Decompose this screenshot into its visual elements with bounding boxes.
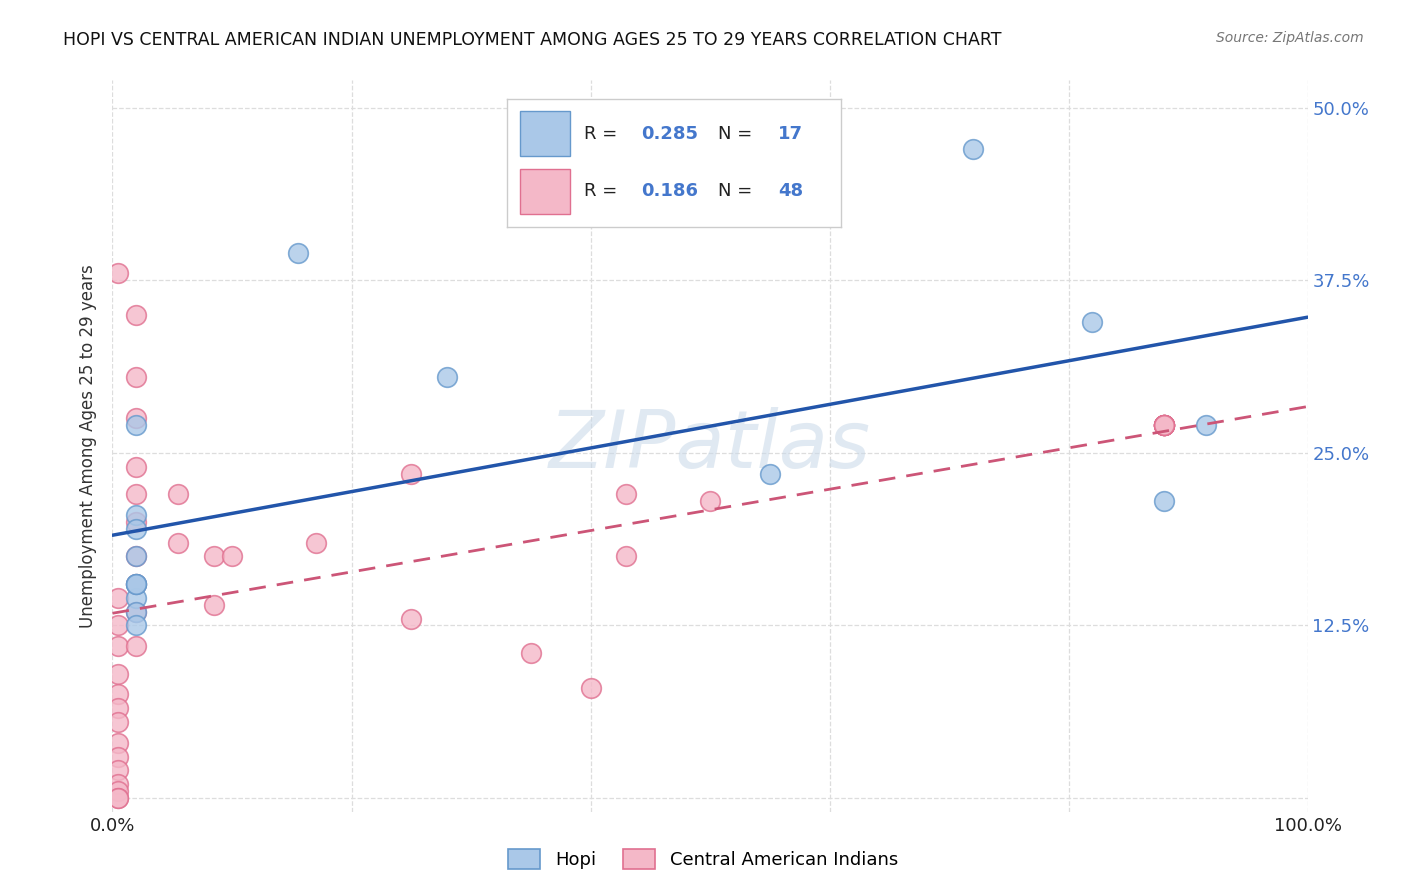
Y-axis label: Unemployment Among Ages 25 to 29 years: Unemployment Among Ages 25 to 29 years [79,264,97,628]
Point [107,687,129,701]
Point [579,681,602,695]
Point [107,764,129,778]
Point [125,411,148,425]
Point [107,639,129,653]
Point [125,549,148,564]
Point [107,777,129,791]
Point [401,611,423,625]
Point [1153,418,1175,433]
Text: Source: ZipAtlas.com: Source: ZipAtlas.com [1216,31,1364,45]
Point [125,639,148,653]
Point [1195,418,1218,433]
Point [107,267,129,281]
Point [107,591,129,605]
Point [1153,418,1175,433]
Legend: Hopi, Central American Indians: Hopi, Central American Indians [499,839,907,879]
Point [1153,418,1175,433]
Point [125,308,148,322]
Point [125,549,148,564]
Point [1153,418,1175,433]
Point [125,487,148,501]
Point [1153,418,1175,433]
Point [125,577,148,591]
Point [167,535,190,549]
Point [125,577,148,591]
Point [125,577,148,591]
Point [287,245,309,260]
Point [221,549,243,564]
Point [520,646,543,660]
Point [107,714,129,729]
Point [1153,418,1175,433]
Text: HOPI VS CENTRAL AMERICAN INDIAN UNEMPLOYMENT AMONG AGES 25 TO 29 YEARS CORRELATI: HOPI VS CENTRAL AMERICAN INDIAN UNEMPLOY… [63,31,1001,49]
Point [436,370,458,384]
Point [107,736,129,750]
Point [616,549,638,564]
Point [616,487,638,501]
Point [125,370,148,384]
Point [125,605,148,619]
Point [125,508,148,522]
Point [125,459,148,474]
Point [125,418,148,433]
Point [107,666,129,681]
Point [202,598,225,612]
Point [305,535,328,549]
Point [107,784,129,798]
Point [107,791,129,805]
Point [125,605,148,619]
Point [1153,418,1175,433]
Point [1153,418,1175,433]
Point [1081,315,1104,329]
Point [759,467,782,481]
Point [202,549,225,564]
Point [125,591,148,605]
Point [107,701,129,715]
Point [1153,418,1175,433]
Point [401,467,423,481]
Point [167,487,190,501]
Point [107,618,129,632]
Point [107,749,129,764]
Point [962,142,984,156]
Point [1153,494,1175,508]
Point [125,577,148,591]
Point [125,522,148,536]
Point [699,494,721,508]
Point [107,791,129,805]
Point [1153,418,1175,433]
Point [125,515,148,529]
Text: ZIPatlas: ZIPatlas [548,407,872,485]
Point [125,618,148,632]
